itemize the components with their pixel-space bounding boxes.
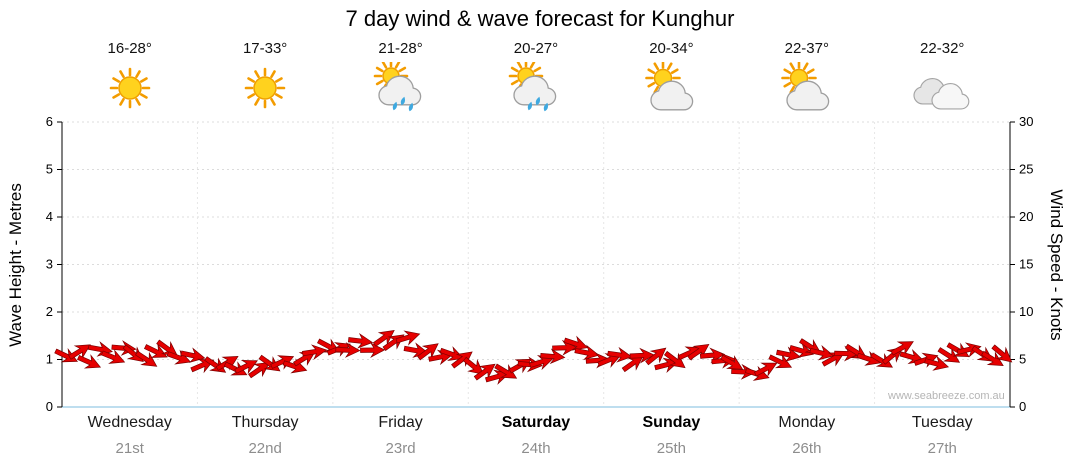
left-tick-label: 5: [46, 162, 53, 177]
temps-row: 16-28° 17-33° 21-28° 20-27° 20-34° 22-37…: [62, 40, 1010, 57]
sun-showers-icon: [333, 60, 468, 116]
sunny-icon: [62, 60, 197, 116]
sun-showers-icon: [468, 60, 603, 116]
day-date: 26th: [792, 440, 822, 457]
right-tick-label: 30: [1019, 114, 1033, 129]
right-tick-label: 0: [1019, 399, 1026, 414]
left-axis-ticks: 0 1 2 3 4 5 6: [46, 114, 62, 414]
left-tick-label: 2: [46, 304, 53, 319]
day-name: Saturday: [501, 414, 571, 431]
day-name: Thursday: [231, 414, 299, 431]
temp-range: 20-27°: [513, 40, 559, 57]
right-tick-label: 10: [1019, 304, 1033, 319]
partly-cloudy-icon: [739, 60, 874, 116]
sun-showers-icon: [508, 62, 557, 112]
right-tick-label: 15: [1019, 257, 1033, 272]
right-tick-label: 20: [1019, 209, 1033, 224]
partly-cloudy-icon: [604, 60, 739, 116]
icons-row: [62, 60, 1010, 116]
cloudy-icon: [913, 78, 970, 110]
sunny-icon: [244, 67, 286, 109]
sunny-icon: [197, 60, 332, 116]
temp-range: 22-32°: [920, 40, 965, 57]
day-date: 25th: [656, 440, 686, 457]
right-tick-label: 5: [1019, 352, 1026, 367]
day-name: Sunday: [642, 414, 701, 431]
day-name: Wednesday: [87, 414, 172, 431]
sunny-icon: [109, 67, 151, 109]
day-date: 27th: [927, 440, 957, 457]
right-axis-title: Wind Speed - Knots: [1047, 189, 1066, 341]
right-tick-label: 25: [1019, 162, 1033, 177]
left-tick-label: 4: [46, 209, 53, 224]
day-date: 24th: [521, 440, 551, 457]
left-tick-label: 0: [46, 399, 53, 414]
day-date: 22nd: [248, 440, 282, 457]
sun-showers-icon: [373, 62, 421, 112]
left-tick-label: 6: [46, 114, 53, 129]
partly-cloudy-icon: [645, 62, 694, 111]
day-name: Tuesday: [911, 414, 973, 431]
temp-range: 20-34°: [649, 40, 694, 57]
temp-range: 21-28°: [378, 40, 423, 57]
temp-range: 22-37°: [784, 40, 829, 57]
partly-cloudy-icon: [781, 62, 830, 111]
watermark: www.seabreeze.com.au: [888, 390, 1005, 402]
right-axis-ticks: 0 5 10 15 20 25 30: [1010, 114, 1033, 414]
chart-title: 7 day wind & wave forecast for Kunghur: [345, 6, 735, 31]
temp-range: 17-33°: [242, 40, 288, 57]
cloudy-icon: [875, 60, 1010, 116]
left-tick-label: 1: [46, 352, 53, 367]
left-tick-label: 3: [46, 257, 53, 272]
gridlines: [62, 121, 1010, 408]
left-axis-title: Wave Height - Metres: [6, 183, 25, 347]
day-date: 21st: [115, 440, 144, 457]
day-name: Monday: [778, 414, 836, 431]
day-name: Friday: [378, 414, 423, 431]
temp-range: 16-28°: [107, 40, 152, 57]
day-names-row: Wednesday Thursday Friday Saturday Sunda…: [62, 414, 1010, 432]
dates-row: 21st 22nd 23rd 24th 25th 26th 27th: [62, 440, 1010, 457]
day-date: 23rd: [385, 440, 416, 457]
